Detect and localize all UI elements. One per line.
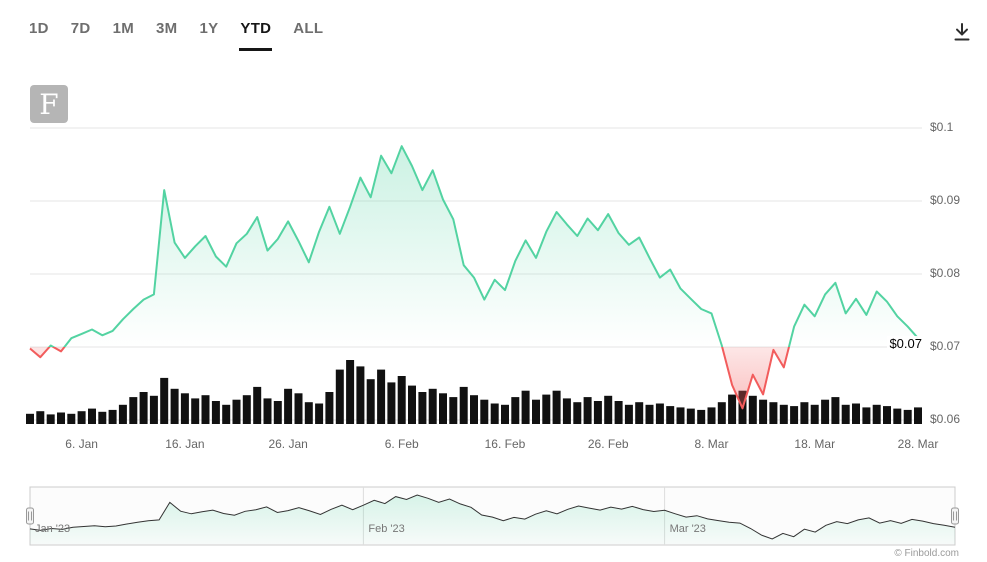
- x-axis-label: 18. Mar: [794, 437, 836, 451]
- current-price-label: $0.07: [887, 336, 924, 352]
- x-axis-label: 26. Jan: [268, 437, 308, 451]
- x-axis-label: 6. Feb: [384, 437, 419, 451]
- x-axis-label: 26. Feb: [587, 437, 629, 451]
- y-axis-label: $0.1: [930, 120, 954, 134]
- y-axis-label: $0.09: [930, 193, 961, 207]
- x-axis-label: 16. Feb: [484, 437, 526, 451]
- x-axis-label: 28. Mar: [897, 437, 939, 451]
- range-7d[interactable]: 7D: [70, 18, 92, 51]
- range-3m[interactable]: 3M: [155, 18, 178, 51]
- download-arrow-glyph: [954, 23, 970, 41]
- finbold-watermark: F: [30, 85, 68, 123]
- navigator-month-label: Mar '23: [669, 523, 706, 535]
- range-1y[interactable]: 1Y: [198, 18, 219, 51]
- range-ytd[interactable]: YTD: [239, 18, 273, 51]
- navigator[interactable]: [26, 486, 959, 546]
- price-series: [29, 145, 919, 410]
- x-axis-label: 6. Jan: [65, 437, 98, 451]
- navigator-handle-left[interactable]: [26, 507, 34, 525]
- navigator-month-label: Jan '23: [35, 523, 71, 535]
- range-1d[interactable]: 1D: [28, 18, 50, 51]
- navigator-month-label: Feb '23: [368, 523, 405, 535]
- range-selector: 1D 7D 1M 3M 1Y YTD ALL: [28, 18, 324, 51]
- x-axis-label: 8. Mar: [694, 437, 729, 451]
- y-axis-label: $0.08: [930, 266, 961, 280]
- y-axis-label: $0.06: [930, 412, 961, 426]
- download-icon[interactable]: [949, 20, 975, 46]
- x-axis-label: 16. Jan: [165, 437, 205, 451]
- y-axis-label: $0.07: [930, 339, 961, 353]
- range-1m[interactable]: 1M: [112, 18, 135, 51]
- range-all[interactable]: ALL: [292, 18, 324, 51]
- navigator-handle-right[interactable]: [951, 507, 959, 525]
- credit-link[interactable]: © Finbold.com: [894, 548, 959, 559]
